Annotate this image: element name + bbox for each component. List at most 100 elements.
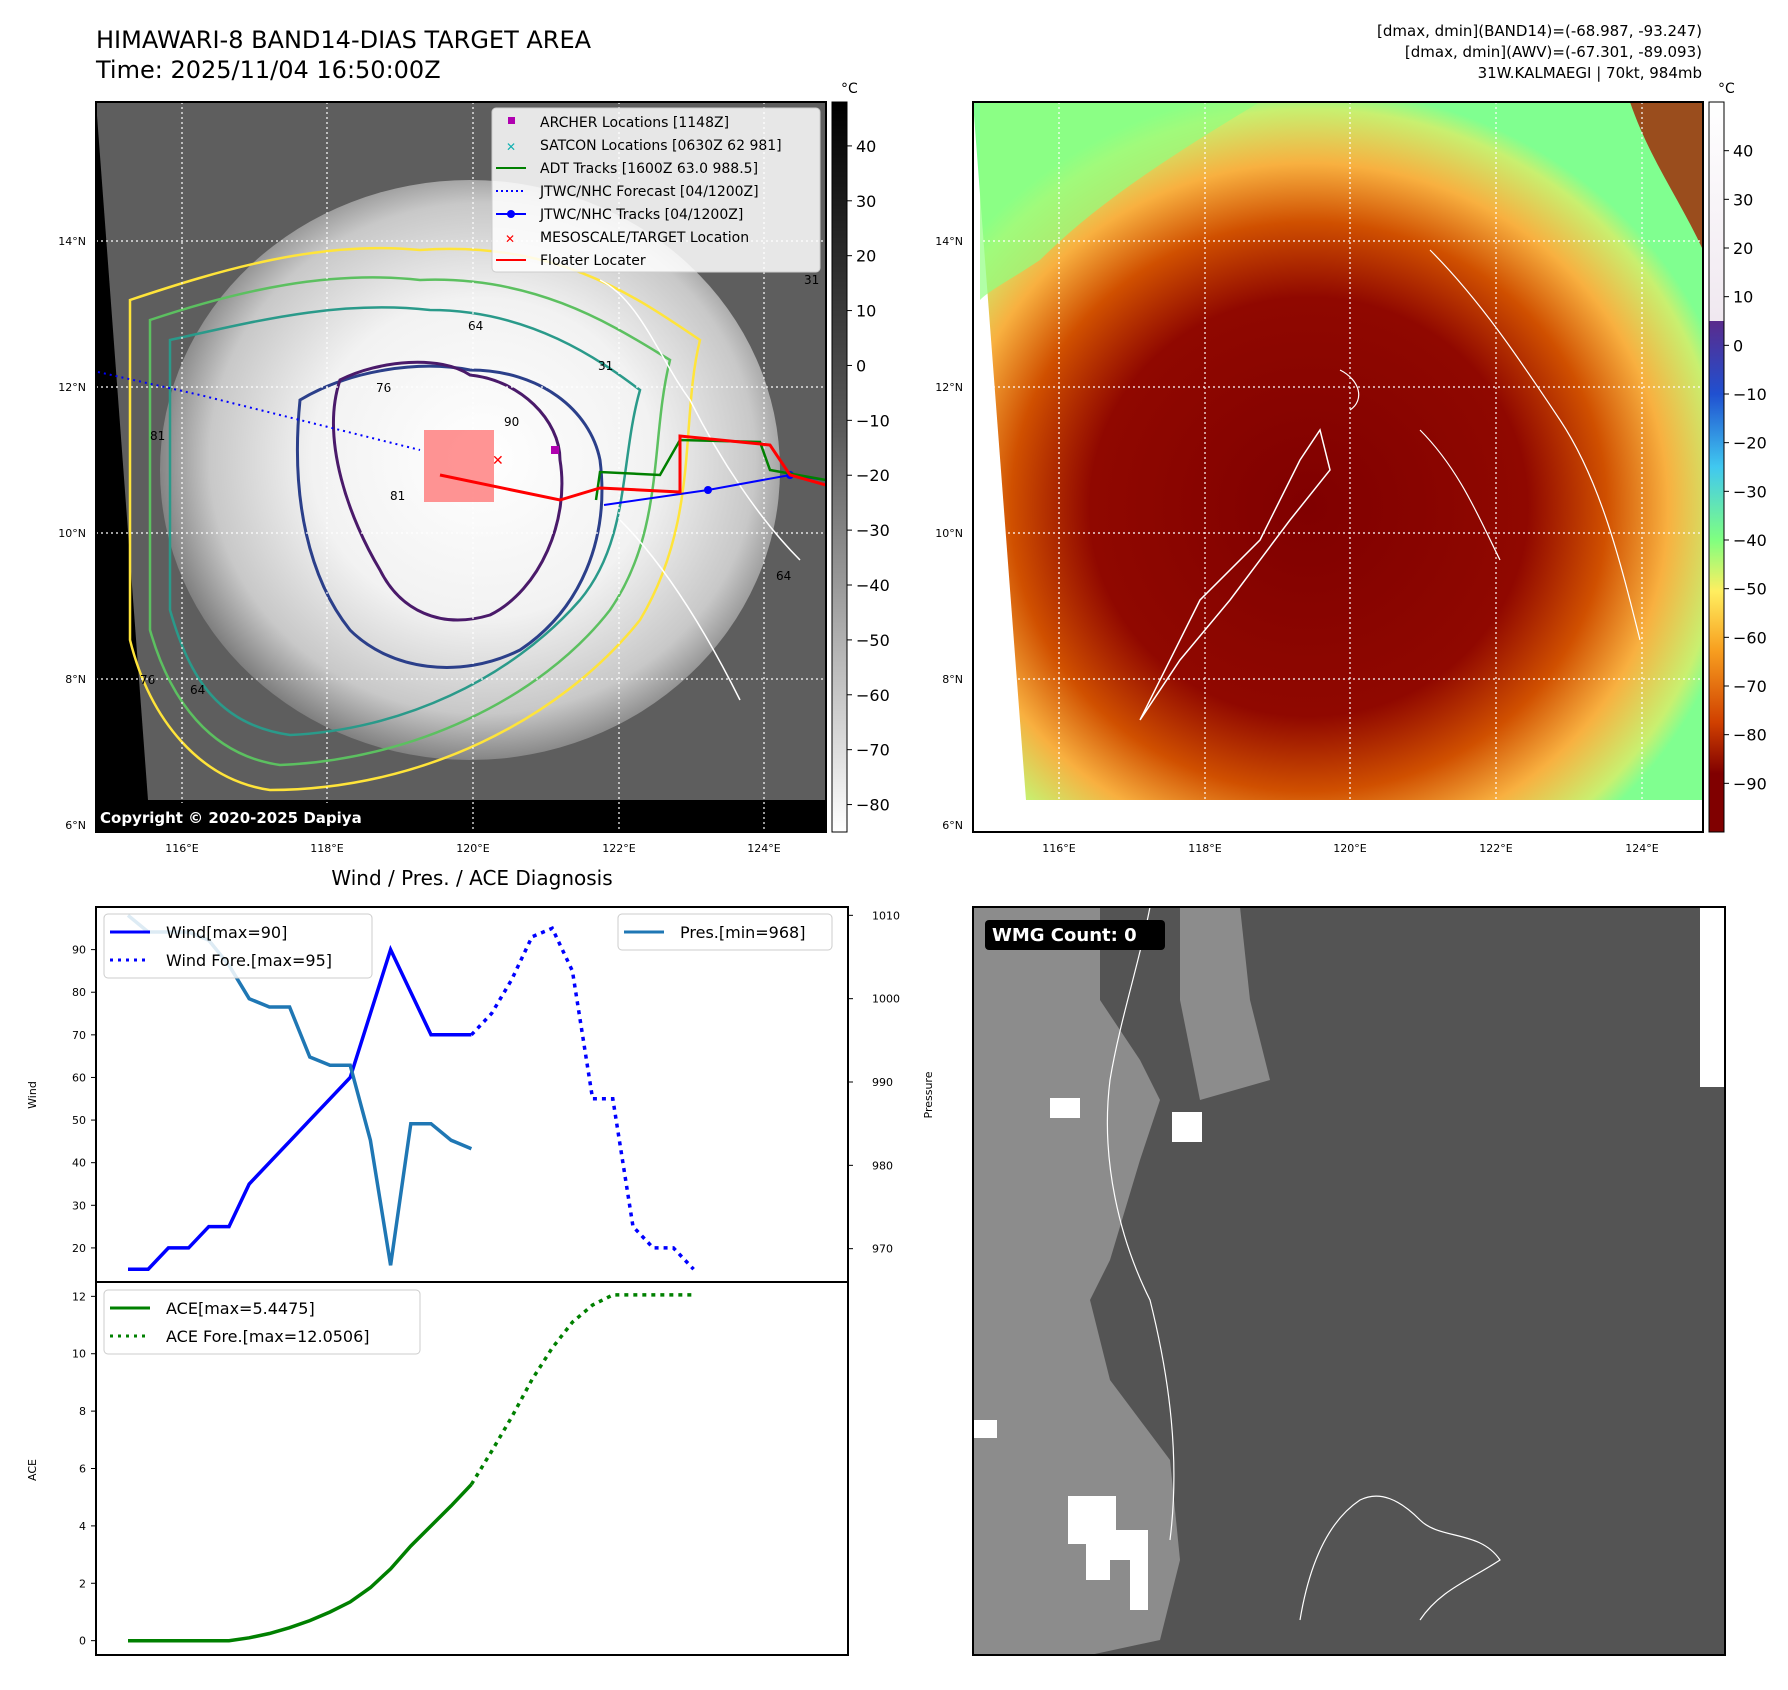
wmg-panel: WMG Count: 0 xyxy=(972,906,1726,1656)
y-tick-label: 8 xyxy=(79,1405,86,1418)
diagnosis-title: Wind / Pres. / ACE Diagnosis xyxy=(331,866,612,890)
wmg-coastline xyxy=(1299,1495,1501,1621)
ir-map-lat-labels: 14°N 12°N 10°N 8°N 6°N xyxy=(58,235,86,832)
legend-entry: ACE[max=5.4475] xyxy=(166,1299,315,1318)
ace-chart: 0 2 4 6 8 10 12 xyxy=(72,1290,694,1648)
legend-entry: JTWC/NHC Forecast [04/1200Z] xyxy=(539,184,759,200)
lat-label: 12°N xyxy=(935,381,963,394)
wind-axis-label: Wind xyxy=(26,1081,39,1109)
copyright-text: Copyright © 2020-2025 Dapiya xyxy=(100,809,362,827)
colorbar-tick-label: 10 xyxy=(856,302,876,321)
tracks-legend-marker xyxy=(507,210,515,218)
wmg-white-cell xyxy=(1172,1112,1202,1142)
series-line xyxy=(128,1483,473,1643)
lon-label: 116°E xyxy=(1042,842,1075,855)
colorbar-tick-label: −50 xyxy=(1733,580,1767,599)
legend-entry: MESOSCALE/TARGET Location xyxy=(540,230,749,246)
colorbar-tick-label: 40 xyxy=(856,137,876,156)
ir-map-frame xyxy=(95,101,827,833)
awv-map-panel xyxy=(973,102,1703,832)
awv-map-lat-labels: 14°N 12°N 10°N 8°N 6°N xyxy=(935,235,963,832)
colorbar-tick-label: 0 xyxy=(856,356,866,375)
colorbar-tick-label: −50 xyxy=(856,631,890,650)
wmg-white-cell xyxy=(973,1420,997,1438)
wmg-white-cell xyxy=(1068,1496,1148,1610)
y2-tick-label: 1000 xyxy=(872,993,900,1006)
wmg-frame xyxy=(972,906,1726,1656)
wmg-coastline xyxy=(1106,906,1175,1541)
ace-axis-label: ACE xyxy=(26,1459,39,1481)
awv-map-frame xyxy=(972,101,1704,833)
satcon-legend-icon: ✕ xyxy=(506,140,516,154)
ace-legend: ACE[max=5.4475] ACE Fore.[max=12.0506] xyxy=(103,1289,421,1355)
colorbar-tick-label: −60 xyxy=(1733,628,1767,647)
gray-colorbar: °C 40 30 20 10 0 −10 −20 −30 −40 −50 −60 −70 −80 xyxy=(831,81,890,833)
pressure-legend: Pres.[min=968] xyxy=(617,913,833,951)
series-line xyxy=(470,926,695,1271)
copyright-box xyxy=(96,803,406,831)
lon-label: 116°E xyxy=(165,842,198,855)
lon-label: 124°E xyxy=(1625,842,1658,855)
colorbar-tick-label: −20 xyxy=(1733,434,1767,453)
legend-entry: Wind Fore.[max=95] xyxy=(166,951,332,970)
lat-label: 12°N xyxy=(58,381,86,394)
colorbar-tick-label: −30 xyxy=(856,521,890,540)
legend-entry: ACE Fore.[max=12.0506] xyxy=(166,1327,370,1346)
coastline xyxy=(599,279,801,701)
contour-label: 81 xyxy=(390,489,405,503)
contour-label: 31 xyxy=(598,359,613,373)
lon-label: 124°E xyxy=(747,842,780,855)
colorbar-tick-label: −40 xyxy=(1733,531,1767,550)
y-tick-label: 60 xyxy=(72,1071,86,1084)
wind-pres-chart: 20 30 40 50 60 70 80 90 970 980 990 1000 1010 xyxy=(72,909,900,1271)
color-colorbar-ticks: 40 30 20 10 0 −10 −20 −30 −40 −50 −60 −70 −80 −90 xyxy=(1724,142,1767,793)
y-tick-label: 70 xyxy=(72,1029,86,1042)
contour-label: 31 xyxy=(804,273,819,287)
lat-label: 6°N xyxy=(65,819,86,832)
target-legend-icon: ✕ xyxy=(505,232,515,246)
lat-label: 8°N xyxy=(65,673,86,686)
legend-entry: SATCON Locations [0630Z 62 981] xyxy=(540,138,782,154)
lat-label: 8°N xyxy=(942,673,963,686)
archer-location xyxy=(551,446,559,454)
contour-label: 64 xyxy=(776,569,791,583)
series-line xyxy=(469,1293,694,1486)
wmg-count: WMG Count: 0 xyxy=(992,925,1137,946)
gray-colorbar-ticks: 40 30 20 10 0 −10 −20 −30 −40 −50 −60 −70 −80 xyxy=(847,137,890,815)
colorbar-tick-label: −90 xyxy=(1733,774,1767,793)
lat-label: 10°N xyxy=(58,527,86,540)
awv-coastline xyxy=(1339,249,1641,641)
awv-dry-region xyxy=(980,102,1260,300)
jtwc-forecast-track xyxy=(97,371,421,451)
y-tick-label: 6 xyxy=(79,1463,86,1476)
colorbar-tick-label: 20 xyxy=(1733,239,1753,258)
figure-time: Time: 2025/11/04 16:50:00Z xyxy=(96,56,441,84)
colorbar-tick-label: 40 xyxy=(1733,142,1753,161)
legend-entry: Wind[max=90] xyxy=(166,923,287,942)
target-marker: ✕ xyxy=(492,453,504,469)
contour-purple xyxy=(332,360,564,622)
wmg-count-box xyxy=(985,920,1165,950)
y2-tick-label: 970 xyxy=(872,1243,893,1256)
contour-yellow xyxy=(128,246,702,792)
lon-label: 122°E xyxy=(1479,842,1512,855)
awv-gridlines xyxy=(973,102,1703,832)
colorbar-tick-label: −30 xyxy=(1733,482,1767,501)
colorbar-tick-label: −80 xyxy=(1733,726,1767,745)
color-colorbar: °C 40 30 20 10 0 −10 −20 −30 −40 −50 −60 −70 −80 −90 xyxy=(1708,81,1767,833)
archer-legend-icon xyxy=(508,117,515,124)
contour-label: 76 xyxy=(376,381,391,395)
ir-map-lon-labels: 116°E 118°E 120°E 122°E 124°E xyxy=(165,842,780,855)
colorbar-tick-label: −40 xyxy=(856,576,890,595)
figure-title: HIMAWARI-8 BAND14-DIAS TARGET AREA xyxy=(96,26,592,54)
color-colorbar-unit: °C xyxy=(1718,81,1735,97)
awv-map-lon-labels: 116°E 118°E 120°E 122°E 124°E xyxy=(1042,842,1658,855)
y-tick-label: 90 xyxy=(72,944,86,957)
legend-entry: Floater Locater xyxy=(540,253,646,269)
lat-label: 6°N xyxy=(942,819,963,832)
awv-stats: [dmax, dmin](AWV)=(-67.301, -89.093) xyxy=(1404,43,1702,61)
storm-info: 31W.KALMAEGI | 70kt, 984mb xyxy=(1477,64,1702,82)
y-tick-label: 40 xyxy=(72,1157,86,1170)
contour-label: 64 xyxy=(468,319,483,333)
ir-map-panel: 81 90 81 76 64 64 76 31 31 64 ✕ xyxy=(96,102,826,832)
